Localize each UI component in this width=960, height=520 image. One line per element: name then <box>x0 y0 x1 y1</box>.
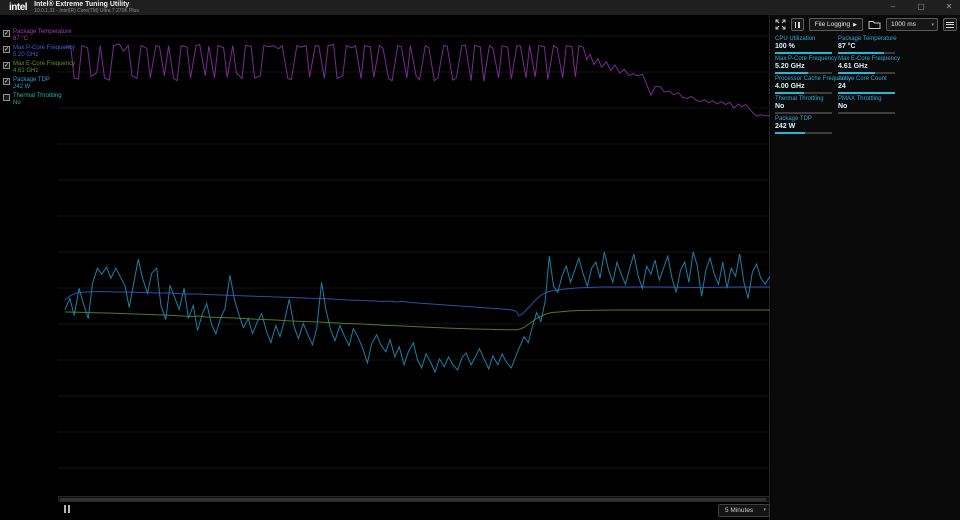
series-line-max-e-core-frequency <box>64 309 770 331</box>
legend-label: Package Temperature <box>13 29 72 35</box>
chevron-down-icon: ▾ <box>931 21 934 28</box>
checkbox-icon[interactable] <box>3 94 10 101</box>
checkbox-icon[interactable]: ✓ <box>3 78 10 85</box>
tile-max-e-core-frequency: Max E-Core Frequency 4.61 GHz <box>838 56 900 76</box>
meter-bar <box>775 52 832 54</box>
tile-package-tdp: Package TDP 242 W <box>775 116 832 136</box>
meter-bar <box>775 72 832 74</box>
pause-monitoring-button[interactable] <box>790 18 804 31</box>
tile-active-core-count: Active Core Count 24 <box>838 76 895 96</box>
graph-legend: ✓ Package Temperature 87 °C ✓ Max P-Core… <box>3 29 75 109</box>
checkbox-icon[interactable]: ✓ <box>3 62 10 69</box>
legend-item-package-temperature[interactable]: ✓ Package Temperature 87 °C <box>3 29 75 42</box>
meter-bar <box>838 112 895 114</box>
meter-bar <box>838 72 895 74</box>
legend-value: 5.20 GHz <box>13 52 39 58</box>
legend-value: 87 °C <box>13 36 29 42</box>
legend-label: Thermal Throttling <box>13 93 62 99</box>
title-block: Intel® Extreme Tuning Utility 10.0.1.31 … <box>34 1 139 14</box>
scrollbar-thumb[interactable] <box>60 498 766 501</box>
graph-horizontal-scrollbar[interactable] <box>58 496 770 502</box>
series-line-max-p-core-frequency <box>64 286 770 317</box>
meter-bar <box>838 92 895 94</box>
legend-item-max-e-core-frequency[interactable]: ✓ Max E-Core Frequency 4.61 GHz <box>3 61 75 74</box>
checkbox-icon[interactable]: ✓ <box>3 46 10 53</box>
meter-bar <box>775 112 832 114</box>
graph-pause-icon[interactable] <box>64 505 72 513</box>
menu-icon[interactable] <box>943 18 957 31</box>
legend-value: 242 W <box>13 84 31 90</box>
monitoring-panel: File Logging ▶ 1000 ms ▾ CPU Utilization… <box>771 15 960 520</box>
tile-processor-cache-frequency: Processor Cache Frequency 4.00 GHz <box>775 76 851 96</box>
legend-value: No <box>13 100 21 106</box>
meter-bar <box>775 132 832 134</box>
legend-label: Max P-Core Frequency <box>13 45 76 51</box>
telemetry-graph <box>58 35 770 469</box>
folder-icon[interactable] <box>868 19 881 30</box>
meter-bar <box>775 92 832 94</box>
file-logging-button[interactable]: File Logging ▶ <box>808 18 863 31</box>
app-title: Intel® Extreme Tuning Utility <box>34 1 130 8</box>
tile-thermal-throttling: Thermal Throttling No <box>775 96 832 116</box>
time-range-dropdown[interactable]: 5 Minutes ▾ <box>718 504 770 517</box>
tile-pmax-throttling: PMAX Throttling No <box>838 96 895 116</box>
meter-bar <box>838 52 895 54</box>
time-range-value: 5 Minutes <box>725 507 754 514</box>
series-line-package-tdp <box>64 251 770 374</box>
legend-item-thermal-throttling[interactable]: Thermal Throttling No <box>3 93 75 106</box>
legend-label: Max E-Core Frequency <box>13 61 76 67</box>
minimize-button[interactable]: – <box>890 2 896 11</box>
telemetry-graph-area: ✓ Package Temperature 87 °C ✓ Max P-Core… <box>0 15 770 520</box>
tile-max-p-core-frequency: Max P-Core Frequency 5.20 GHz <box>775 56 837 76</box>
app-subtitle: 10.0.1.31 - Intel(R) Core(TM) Ultra 7 27… <box>34 8 139 14</box>
chevron-down-icon: ▾ <box>763 507 766 513</box>
legend-value: 4.61 GHz <box>13 68 39 74</box>
legend-label: Package TDP <box>13 77 50 83</box>
window-controls: – ▢ ✕ <box>888 0 954 14</box>
legend-item-package-tdp[interactable]: ✓ Package TDP 242 W <box>3 77 75 90</box>
play-icon: ▶ <box>853 21 857 28</box>
title-bar: intel Intel® Extreme Tuning Utility 10.0… <box>0 0 960 15</box>
expand-graph-icon[interactable] <box>775 19 786 30</box>
maximize-button[interactable]: ▢ <box>917 2 925 11</box>
telemetry-tiles: CPU Utilization 100 % Package Temperatur… <box>775 36 960 136</box>
intel-logo: intel <box>9 2 28 13</box>
close-button[interactable]: ✕ <box>945 2 953 11</box>
sampling-interval-dropdown[interactable]: 1000 ms ▾ <box>886 18 938 31</box>
checkbox-icon[interactable]: ✓ <box>3 30 10 37</box>
legend-item-max-p-core-frequency[interactable]: ✓ Max P-Core Frequency 5.20 GHz <box>3 45 75 58</box>
monitoring-toolbar: File Logging ▶ 1000 ms ▾ <box>771 15 960 32</box>
sampling-interval-value: 1000 ms <box>891 21 916 28</box>
tile-cpu-utilization: CPU Utilization 100 % <box>775 36 832 56</box>
tile-package-temperature: Package Temperature 87 °C <box>838 36 897 56</box>
series-line-package-temperature <box>64 43 770 117</box>
